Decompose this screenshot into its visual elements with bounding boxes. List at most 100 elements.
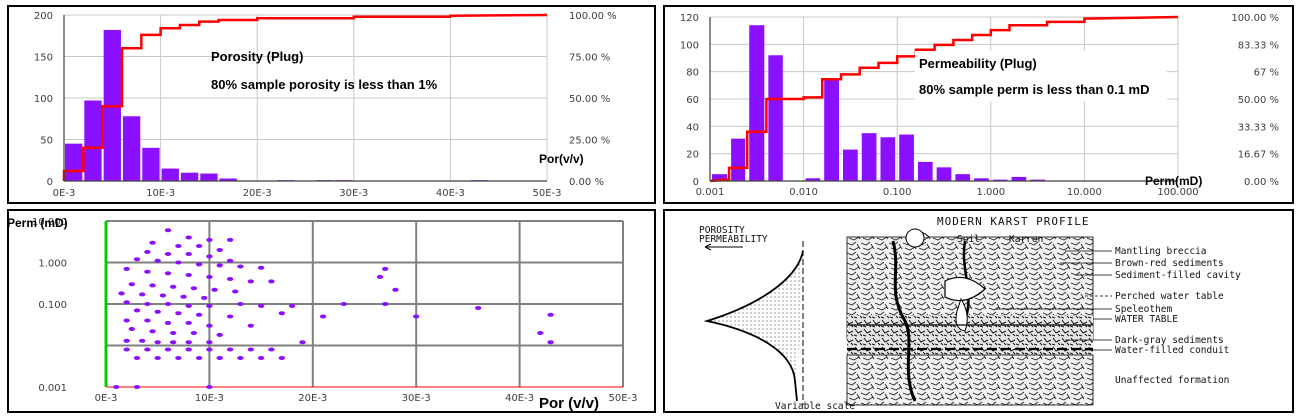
scatter-point (190, 331, 198, 335)
permeability-cumulative-line (709, 15, 1179, 183)
porosity-x-tick-label: 20E-3 (243, 188, 272, 199)
scatter-point (154, 340, 161, 345)
porosity-y2-tick-label: 100.00 % (569, 11, 617, 22)
porosity-bar (122, 116, 141, 181)
scatter-point (216, 248, 223, 252)
permeability-y2-tick-label: 16.67 % (1238, 150, 1279, 161)
scatter-point (206, 303, 213, 308)
scatter-point (288, 303, 296, 308)
permeability-y2-tick-label: 100.00 % (1231, 13, 1279, 24)
scatter-point (382, 302, 389, 306)
scatter-point (247, 323, 254, 328)
scatter-point (185, 235, 192, 240)
scatter-point (175, 356, 182, 360)
scatter-point (226, 347, 234, 352)
scatter-point (144, 249, 151, 254)
porosity-annotation-note: 80% sample porosity is less than 1% (211, 77, 438, 92)
scatter-point (175, 260, 182, 265)
permeability-x-tick-label: 0.001 (696, 187, 725, 198)
scatter-point (170, 284, 177, 289)
karst-scale-note: Variable scale (775, 401, 855, 411)
scatter-point (164, 347, 172, 352)
scatter-point (144, 269, 151, 274)
permeability-bar (992, 179, 1008, 181)
permeability-y2-tick-label: 33.33 % (1238, 122, 1279, 133)
scatter-point (226, 277, 234, 281)
scatter-point (185, 347, 192, 352)
porosity-y-tick-label: 0 (47, 177, 53, 188)
scatter-point (257, 356, 265, 360)
permeability-x-tick-label: 10.000 (1067, 187, 1102, 198)
permeability-bar (805, 178, 821, 181)
karst-layer-water-filled-conduit: Water-filled conduit (1115, 345, 1229, 356)
karst-label-soil: Soil (957, 234, 980, 245)
scatter-point (123, 300, 130, 305)
scatter-point (175, 244, 182, 248)
permeability-x-tick-label: 0.010 (789, 187, 818, 198)
permeability-y2-tick-label: 67 % (1254, 68, 1279, 79)
scatter-point (206, 340, 213, 345)
porosity-y-tick-label: 150 (34, 53, 53, 64)
scatter-point (257, 265, 265, 270)
scatter-point (149, 240, 156, 245)
scatter-point (159, 293, 167, 298)
scatter-point (237, 264, 244, 269)
karst-rock-lower (846, 354, 1094, 406)
permeability-y2-tick-label: 50.00 % (1238, 95, 1279, 106)
porosity-histogram-chart: 0 50 100 150 200 100.00 % 75.00 % 50.00 % 25.00… (34, 11, 617, 199)
porosity-bar (200, 173, 218, 181)
scatter-point (382, 266, 389, 271)
porosity-bar (142, 147, 160, 181)
scatter-point (216, 356, 223, 360)
permeability-bar (917, 161, 933, 181)
permeability-y-tick-label: 0 (693, 177, 699, 188)
poro-perm-scatter-chart: 0.001 0.100 1.000 10.000 0E-3 10E-3 20E-3 30E-… (9, 216, 638, 411)
karst-layer-sediment-filled-cavity: Sediment-filled cavity (1115, 270, 1241, 281)
scatter-point (164, 302, 172, 306)
scatter-point (547, 312, 554, 317)
scatter-y-tick-label: 0.100 (38, 300, 67, 311)
scatter-point (185, 252, 192, 256)
permeability-y-tick-label: 120 (680, 13, 699, 24)
scatter-point (190, 286, 198, 291)
permeability-y-tick-label: 40 (686, 122, 699, 133)
scatter-point (537, 331, 544, 335)
poro-perm-scatter-panel: 0.001 0.100 1.000 10.000 0E-3 10E-3 20E-3 30E-… (7, 209, 656, 413)
scatter-point (123, 266, 130, 271)
scatter-point (392, 287, 399, 292)
scatter-point (195, 244, 203, 248)
permeability-bar (731, 138, 746, 181)
scatter-point (319, 314, 327, 319)
scatter-point (149, 329, 156, 334)
karst-arrow-icon (704, 243, 743, 251)
scatter-point (195, 262, 203, 267)
karst-layer-unaffected-formation: Unaffected formation (1115, 375, 1229, 386)
scatter-x-tick-label: 0E-3 (95, 393, 118, 404)
scatter-point (211, 287, 218, 292)
scatter-point (164, 271, 172, 276)
porosity-annotation-title: Porosity (Plug) (211, 49, 303, 64)
scatter-point (164, 252, 172, 256)
scatter-point (237, 302, 244, 306)
permeability-histogram-panel: 0 20 40 60 80 100 120 100.00 % 83.33 % 67 % 50.00… (663, 5, 1294, 204)
scatter-point (133, 385, 141, 389)
permeability-bar (1011, 176, 1027, 181)
scatter-point (133, 356, 141, 360)
scatter-point (180, 294, 187, 299)
porosity-bar (180, 172, 199, 181)
porosity-y2-tick-label: 75.00 % (569, 53, 610, 64)
scatter-point (195, 356, 203, 360)
porosity-histogram-panel: 0 50 100 150 200 100.00 % 75.00 % 50.00 % 25.00… (7, 5, 656, 204)
scatter-point (237, 356, 244, 360)
scatter-point (170, 340, 177, 345)
karst-sediment-cavity (944, 276, 986, 302)
scatter-point (123, 347, 130, 352)
karst-soil-boulder (905, 228, 925, 248)
karst-fracture-1 (891, 240, 917, 402)
permeability-bar (880, 137, 896, 181)
scatter-point (144, 347, 151, 352)
scatter-point (201, 295, 208, 300)
scatter-point (185, 340, 192, 345)
karst-label-karren: Karren (1009, 234, 1043, 245)
scatter-point (185, 303, 192, 308)
